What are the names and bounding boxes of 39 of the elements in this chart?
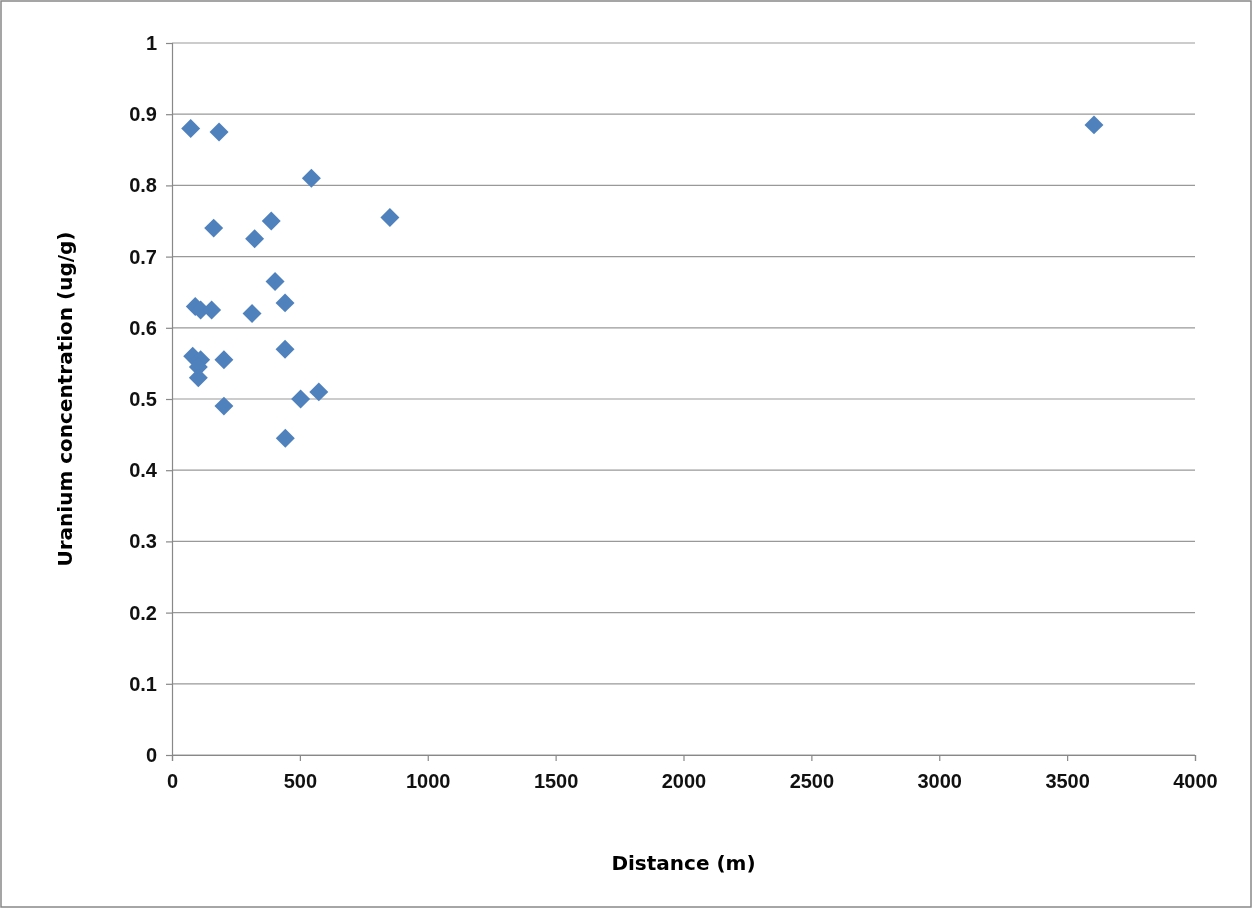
x-tick-label: 3000 [917, 770, 962, 792]
point [275, 339, 295, 359]
y-tick-label: 0.1 [129, 672, 157, 695]
point [1084, 115, 1104, 135]
x-tick-label: 1500 [533, 770, 579, 792]
point [261, 211, 281, 231]
y-tick-label: 0 [145, 743, 157, 766]
y-axis-title: Uranium concentration (ug/g) [53, 231, 77, 567]
y-tick-label: 0.7 [129, 245, 157, 268]
x-tick-label: 500 [283, 770, 318, 792]
point [245, 229, 265, 249]
point [275, 428, 295, 448]
x-tick-label: 3500 [1045, 770, 1090, 792]
point [380, 207, 400, 227]
y-tick-label: 0.2 [129, 601, 157, 624]
x-axis-title: Distance (m) [611, 851, 756, 875]
point [209, 122, 229, 142]
point [242, 304, 262, 324]
point [275, 293, 295, 313]
x-tick-label: 0 [166, 770, 179, 792]
point [214, 350, 234, 370]
x-tick-label: 2500 [789, 770, 835, 792]
point [309, 382, 329, 402]
x-tick-label: 2000 [661, 770, 707, 792]
y-tick-label: 0.8 [129, 174, 157, 197]
point [291, 389, 311, 409]
y-tick-label: 0.4 [129, 459, 158, 482]
y-tick-label: 1 [145, 31, 157, 54]
y-tick-label: 0.6 [129, 316, 157, 339]
y-tick-label: 0.9 [129, 103, 157, 126]
y-tick-label: 0.3 [129, 530, 157, 553]
x-tick-label: 4000 [1173, 770, 1218, 792]
point [181, 118, 201, 138]
point [301, 168, 321, 188]
y-tick-label: 0.5 [129, 387, 157, 410]
point [204, 218, 224, 238]
point [214, 396, 234, 416]
x-tick-label: 1000 [406, 770, 451, 792]
point [265, 272, 285, 292]
